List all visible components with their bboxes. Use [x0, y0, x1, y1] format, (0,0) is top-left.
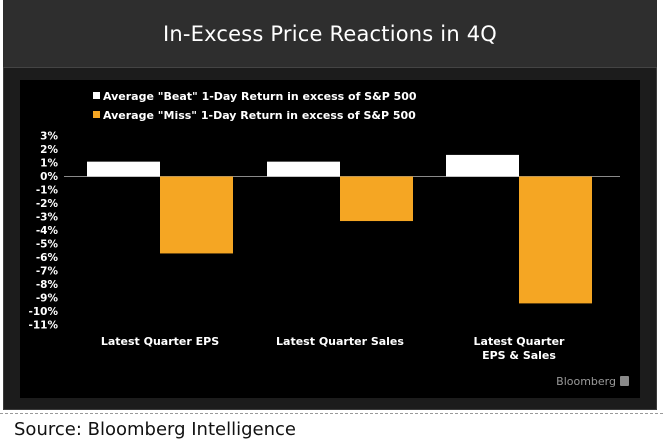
bloomberg-logo: Bloomberg	[556, 375, 629, 388]
y-tick-label: -9%	[36, 293, 59, 305]
legend-label: Average "Beat" 1-Day Return in excess of…	[103, 90, 417, 103]
bar	[267, 161, 340, 177]
y-tick-label: 0%	[40, 171, 58, 183]
y-tick-label: -6%	[36, 252, 59, 264]
bloomberg-logo-text: Bloomberg	[556, 375, 616, 388]
x-category-label: Latest Quarter	[474, 335, 566, 348]
y-tick-label: -5%	[36, 239, 59, 251]
y-tick-label: -3%	[36, 212, 59, 224]
bloomberg-square-icon	[620, 376, 629, 386]
y-tick-label: -10%	[29, 306, 59, 318]
x-axis-labels: Latest Quarter EPS Latest Quarter Sales La…	[101, 335, 565, 362]
bar	[519, 176, 592, 304]
y-tick-label: 1%	[40, 158, 58, 170]
source-footer: Source: Bloomberg Intelligence	[0, 413, 663, 442]
y-tick-label: -8%	[36, 279, 59, 291]
y-tick-label: -11%	[29, 320, 59, 332]
bar	[446, 154, 519, 177]
bars	[87, 154, 592, 304]
chart-title: In-Excess Price Reactions in 4Q	[162, 21, 498, 46]
legend: Average "Beat" 1-Day Return in excess of…	[93, 90, 417, 122]
y-tick-label: -1%	[36, 185, 59, 197]
x-category-label: Latest Quarter EPS	[101, 335, 219, 348]
y-tick-label: 3%	[40, 131, 58, 143]
y-tick-label: -2%	[36, 198, 59, 210]
bar	[340, 176, 413, 222]
y-tick-label: 2%	[40, 144, 58, 156]
title-bar: In-Excess Price Reactions in 4Q	[3, 0, 657, 68]
plot-area: Average "Beat" 1-Day Return in excess of…	[20, 80, 640, 398]
bar	[160, 176, 233, 254]
bar-chart: Average "Beat" 1-Day Return in excess of…	[29, 90, 629, 388]
x-category-label: EPS & Sales	[482, 349, 556, 362]
source-text: Source: Bloomberg Intelligence	[14, 419, 296, 440]
legend-swatch	[93, 92, 100, 99]
legend-label: Average "Miss" 1-Day Return in excess of…	[103, 109, 416, 122]
legend-swatch	[93, 111, 100, 118]
y-tick-label: -4%	[36, 225, 59, 237]
x-category-label: Latest Quarter Sales	[276, 335, 404, 348]
bar	[87, 161, 160, 177]
y-tick-label: -7%	[36, 266, 59, 278]
